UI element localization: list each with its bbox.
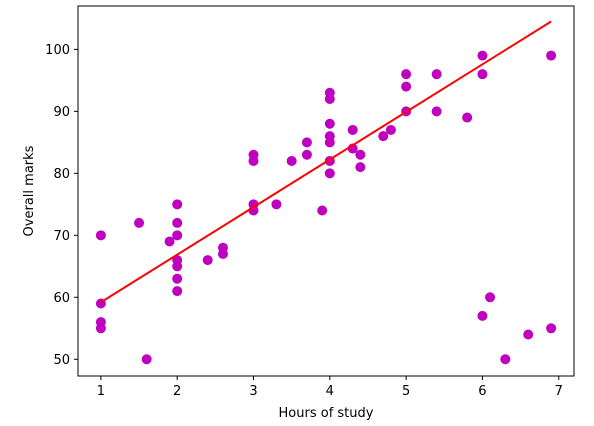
data-point	[324, 168, 335, 179]
data-point	[141, 354, 152, 365]
data-point	[317, 205, 328, 216]
x-tick-label: 2	[173, 384, 181, 399]
x-tick-label: 5	[402, 384, 410, 399]
data-point	[431, 106, 442, 117]
data-point	[301, 149, 312, 160]
x-tick-label: 7	[555, 384, 563, 399]
data-point	[172, 273, 183, 284]
data-point	[401, 81, 412, 92]
y-axis-ticks: 50 60 70 80 90 100	[45, 43, 78, 368]
data-point	[172, 230, 183, 241]
data-point	[477, 310, 488, 321]
data-point	[546, 50, 557, 61]
data-point	[217, 248, 228, 259]
data-point	[347, 124, 358, 135]
data-point	[134, 217, 145, 228]
data-point	[172, 286, 183, 297]
data-point	[324, 93, 335, 104]
data-point	[271, 199, 282, 210]
x-tick-label: 1	[97, 384, 105, 399]
data-point	[172, 199, 183, 210]
data-point	[355, 149, 366, 160]
data-point	[286, 155, 297, 166]
x-axis-label: Hours of study	[279, 406, 374, 421]
data-point	[172, 217, 183, 228]
data-point	[172, 261, 183, 272]
data-point	[378, 131, 389, 142]
data-point	[248, 155, 259, 166]
x-tick-label: 4	[326, 384, 334, 399]
y-tick-label: 70	[53, 229, 70, 244]
data-point	[324, 137, 335, 148]
data-point	[95, 230, 106, 241]
data-point	[324, 118, 335, 129]
data-point	[385, 124, 396, 135]
data-point	[523, 329, 534, 340]
data-point	[431, 69, 442, 80]
data-point	[477, 69, 488, 80]
x-axis-ticks: 1 2 3 4 5 6 7	[97, 376, 563, 399]
y-tick-label: 80	[53, 167, 70, 182]
data-point	[355, 162, 366, 173]
data-point	[477, 50, 488, 61]
data-point	[401, 69, 412, 80]
y-axis-label: Overall marks	[22, 145, 37, 236]
x-tick-label: 6	[478, 384, 486, 399]
data-point	[202, 255, 213, 266]
data-point	[164, 236, 175, 247]
data-point	[485, 292, 496, 303]
data-point	[500, 354, 511, 365]
regression-line-group	[100, 20, 552, 304]
data-point	[546, 323, 557, 334]
y-tick-label: 60	[53, 291, 70, 306]
x-tick-label: 3	[249, 384, 257, 399]
y-tick-label: 90	[53, 105, 70, 120]
y-tick-label: 100	[45, 43, 70, 58]
data-point	[95, 323, 106, 334]
y-tick-label: 50	[53, 353, 70, 368]
plot-area	[77, 5, 575, 377]
data-point	[462, 112, 473, 123]
regression-line	[100, 20, 552, 304]
data-point	[301, 137, 312, 148]
